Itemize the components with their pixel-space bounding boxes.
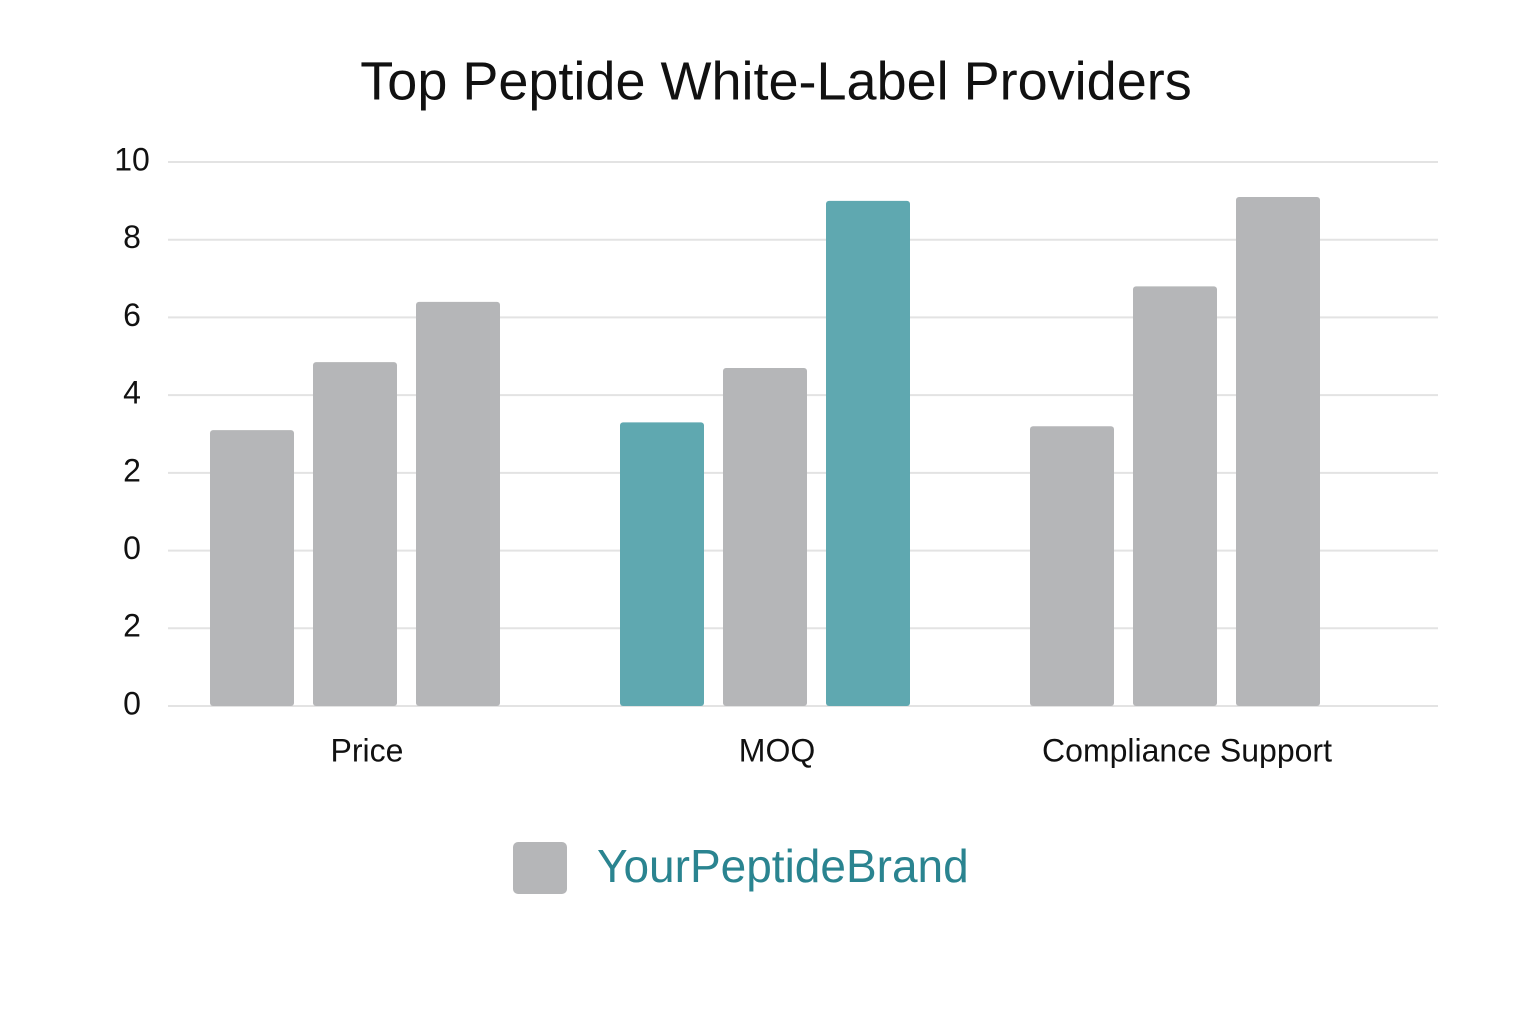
bar: [620, 422, 704, 706]
legend-label: YourPeptideBrand: [597, 840, 969, 892]
x-tick-label: MOQ: [739, 732, 815, 768]
bar: [210, 430, 294, 706]
bar: [1236, 196, 1320, 706]
y-tick-label: 0: [123, 530, 141, 566]
chart-title: Top Peptide White-Label Providers: [360, 51, 1191, 111]
y-tick-label: 2: [123, 608, 141, 644]
bar: [1133, 286, 1217, 706]
x-tick-label: Price: [331, 732, 404, 768]
y-tick-label: 10: [114, 141, 150, 177]
legend-swatch: [513, 842, 567, 894]
x-tick-label: Compliance Support: [1042, 732, 1332, 768]
bar: [723, 367, 807, 706]
y-tick-label: 4: [123, 375, 141, 411]
bar: [1030, 426, 1114, 706]
y-tick-label: 2: [123, 452, 141, 488]
bar: [826, 200, 910, 706]
y-tick-label: 6: [123, 297, 141, 333]
bar: [416, 301, 500, 706]
bar: [313, 362, 397, 706]
y-tick-label: 0: [123, 685, 141, 721]
y-tick-label: 8: [123, 219, 141, 255]
